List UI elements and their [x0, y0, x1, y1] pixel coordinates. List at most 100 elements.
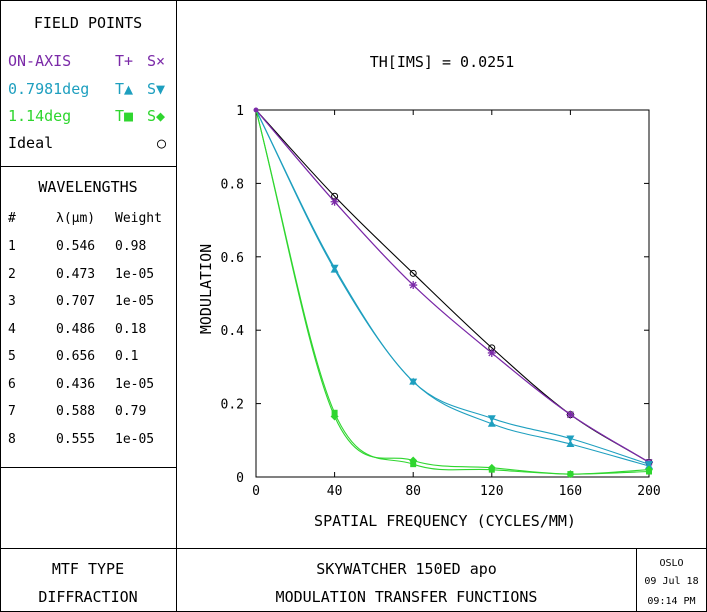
field-label-on-axis: ON-AXIS [8, 52, 72, 70]
field-s-on-axis: S× [147, 52, 166, 70]
x-tick-label: 80 [405, 484, 421, 499]
header-lambda: λ(µm) [56, 211, 96, 226]
header-weight: Weight [115, 211, 162, 226]
wavelength-row: 6 0.436 1e-05 [0, 377, 176, 397]
wavelengths-header-row: # λ(µm) Weight [0, 211, 176, 231]
wavelength-num: 3 [8, 294, 16, 309]
lens-name: SKYWATCHER 150ED apo [316, 560, 497, 578]
header-num: # [8, 211, 16, 226]
x-axis-label: SPATIAL FREQUENCY (CYCLES/MM) [314, 512, 576, 530]
x-tick-label: 0 [252, 484, 260, 499]
wavelength-row: 3 0.707 1e-05 [0, 294, 176, 314]
wavelength-weight: 0.79 [115, 404, 147, 419]
marker-0-7981deg-s [566, 435, 575, 443]
mtf-chart: TH[IMS] = 0.0251 SPATIAL FREQUENCY (CYCL… [197, 53, 661, 530]
program-name: OSLO [659, 558, 684, 569]
field-label-07981deg: 0.7981deg [8, 80, 90, 98]
marker-ideal [409, 269, 417, 277]
x-tick-label: 160 [559, 484, 582, 499]
wavelength-num: 4 [8, 321, 16, 337]
marker-on-axis-s [331, 198, 339, 206]
mtf-type-label: MTF TYPE [51, 560, 125, 578]
field-label-ideal: Ideal [8, 134, 54, 152]
plot-time: 09:14 PM [647, 596, 696, 607]
wavelength-row: 7 0.588 0.79 [0, 404, 176, 424]
mtf-type-value: DIFFRACTION [38, 588, 138, 606]
wavelength-row: 1 0.546 0.98 [0, 239, 176, 259]
frame-left [0, 0, 1, 612]
marker-1-14deg-s [409, 456, 418, 465]
marker-1-14deg-s [487, 463, 496, 472]
wavelength-row: 8 0.555 1e-05 [0, 432, 176, 452]
marker-0-7981deg-s [487, 415, 496, 423]
field-label-114deg: 1.14deg [8, 107, 72, 125]
wavelength-row: 2 0.473 1e-05 [0, 267, 176, 287]
wavelength-row: 4 0.486 0.18 [0, 322, 176, 342]
series-line-0-7981deg-s [255, 109, 650, 465]
wavelength-lambda: 0.707 [56, 294, 96, 309]
sidebar-sep-2 [0, 467, 177, 468]
series-line-1-14deg-s [255, 109, 650, 475]
wavelength-num: 6 [8, 376, 16, 392]
frame-top [0, 0, 707, 1]
marker-0-7981deg-s [409, 378, 418, 386]
marker-on-axis-s [488, 349, 496, 357]
footer-sep [0, 548, 707, 549]
marker-1-14deg-s [330, 412, 339, 421]
series-line-1-14deg-t [255, 109, 650, 475]
wavelength-num: 5 [8, 349, 16, 364]
wavelength-lambda: 0.546 [56, 239, 96, 254]
marker-0-7981deg-s [330, 264, 339, 272]
marker-0-7981deg-s [645, 461, 653, 469]
field-s-07981deg: S▼ [147, 80, 166, 98]
marker-1-14deg-s [566, 470, 575, 479]
x-tick-label: 200 [637, 484, 660, 499]
series-line-0-7981deg-t [255, 109, 650, 467]
wavelength-lambda: 0.656 [56, 349, 96, 364]
marker-0-7981deg-t [487, 419, 496, 427]
wavelength-num: 7 [8, 404, 16, 419]
footer-divider-right [636, 548, 637, 612]
wavelength-num: 1 [8, 239, 16, 254]
origin-point [253, 107, 259, 113]
wavelength-num: 8 [8, 431, 16, 447]
field-s-ideal: ○ [157, 134, 167, 152]
wavelength-weight: 1e-05 [115, 376, 155, 392]
field-t-114deg: T■ [115, 107, 134, 125]
wavelength-lambda: 0.555 [56, 431, 96, 447]
y-tick-label: 0.4 [221, 324, 245, 339]
marker-1-14deg-s [645, 465, 653, 474]
series-line-ideal [255, 109, 650, 463]
y-axis-label: MODULATION [197, 244, 215, 334]
plot-date: 09 Jul 18 [644, 576, 699, 587]
plot-frame [255, 109, 650, 478]
wavelength-weight: 1e-05 [115, 294, 155, 309]
wavelength-weight: 0.18 [115, 321, 147, 337]
marker-on-axis-s [566, 411, 574, 419]
marker-on-axis-s [409, 281, 417, 289]
plot-name: MODULATION TRANSFER FUNCTIONS [275, 588, 538, 606]
y-tick-label: 0.8 [221, 177, 244, 192]
wavelength-lambda: 0.588 [56, 404, 96, 419]
wavelengths-title: WAVELENGTHS [38, 178, 138, 196]
wavelength-num: 2 [8, 266, 16, 282]
field-s-114deg: S◆ [147, 107, 166, 125]
field-t-on-axis: T+ [115, 52, 134, 70]
marker-0-7981deg-t [566, 439, 575, 447]
wavelength-lambda: 0.436 [56, 376, 96, 392]
chart-title: TH[IMS] = 0.0251 [370, 53, 515, 71]
wavelength-weight: 1e-05 [115, 431, 155, 447]
wavelength-row: 5 0.656 0.1 [0, 349, 176, 369]
wavelength-weight: 0.1 [115, 349, 139, 364]
sidebar-divider [176, 0, 177, 612]
wavelength-lambda: 0.473 [56, 266, 96, 282]
series-line-on-axis-s [255, 109, 650, 463]
x-tick-label: 40 [327, 484, 343, 499]
y-tick-label: 0.6 [221, 251, 244, 266]
wavelength-lambda: 0.486 [56, 321, 96, 337]
field-t-07981deg: T▲ [115, 80, 134, 98]
y-tick-label: 0.2 [221, 398, 244, 413]
x-tick-label: 120 [480, 484, 503, 499]
field-points-title: FIELD POINTS [33, 14, 143, 32]
wavelength-weight: 0.98 [115, 239, 147, 254]
